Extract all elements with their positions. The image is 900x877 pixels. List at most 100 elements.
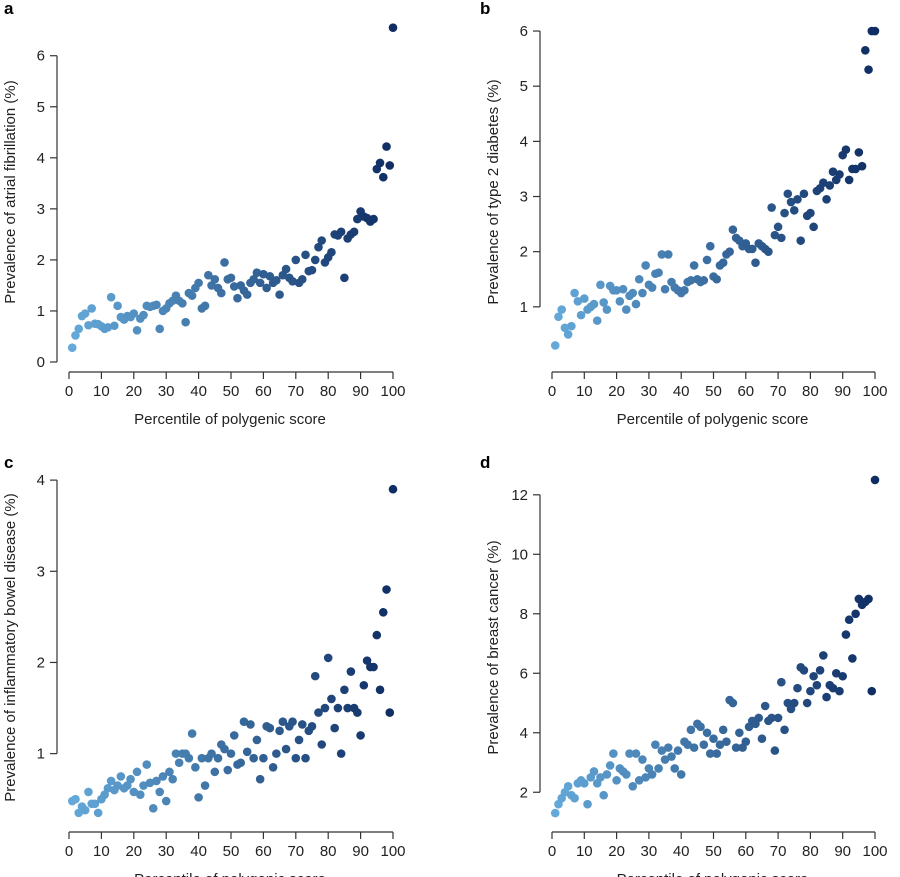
- data-point: [657, 250, 667, 259]
- y-axis-title: Prevalence of breast cancer (%): [485, 540, 502, 754]
- data-point: [129, 787, 139, 797]
- y-tick-label: 6: [520, 665, 528, 682]
- data-point: [187, 291, 197, 300]
- y-tick-label: 4: [520, 133, 528, 150]
- data-point: [278, 717, 288, 727]
- data-point: [631, 299, 641, 309]
- data-point: [625, 749, 634, 758]
- data-point: [152, 776, 161, 786]
- data-point: [210, 767, 220, 777]
- x-tick-label: 0: [65, 383, 73, 400]
- data-point: [210, 275, 220, 284]
- data-point: [375, 158, 385, 168]
- data-point: [194, 793, 203, 802]
- y-tick-label: 2: [37, 654, 45, 671]
- x-tick-label: 100: [862, 383, 887, 400]
- data-point: [174, 758, 184, 768]
- data-point: [583, 799, 592, 809]
- x-axis-title: Percentile of polygenic score: [134, 871, 326, 877]
- x-tick-label: 60: [255, 383, 272, 400]
- data-point: [87, 304, 96, 313]
- data-point: [780, 725, 789, 735]
- x-tick-label: 20: [608, 843, 625, 860]
- data-point: [191, 762, 200, 772]
- data-point: [336, 749, 346, 758]
- data-point: [301, 753, 310, 763]
- data-point: [861, 46, 870, 55]
- x-tick-label: 10: [576, 843, 593, 860]
- data-point: [378, 172, 388, 182]
- data-point: [673, 746, 683, 755]
- y-axis-title: Prevalence of type 2 diabetes (%): [485, 79, 502, 304]
- data-point: [844, 615, 854, 625]
- data-point: [867, 686, 877, 696]
- data-point: [596, 280, 605, 290]
- panel-d: d 2 4 6 8 10 12 0 10 20 30 40 50 60 70 80 90 100 Percentil…: [480, 453, 888, 877]
- data-point: [346, 667, 356, 676]
- data-point: [767, 203, 776, 212]
- data-point: [722, 737, 731, 746]
- x-tick-label: 30: [641, 383, 658, 400]
- x-tick-label: 10: [93, 383, 110, 400]
- data-point: [602, 305, 612, 314]
- data-point: [841, 145, 851, 154]
- panel-letter: c: [4, 453, 13, 472]
- data-point: [589, 767, 599, 776]
- x-tick-label: 10: [576, 383, 593, 400]
- x-tick-label: 50: [705, 383, 722, 400]
- data-point: [728, 225, 738, 234]
- data-point: [252, 268, 262, 277]
- data-point: [780, 208, 789, 218]
- data-point: [621, 305, 631, 314]
- y-tick-label: 5: [37, 99, 45, 116]
- data-point: [870, 26, 880, 36]
- data-point: [249, 275, 258, 284]
- data-point: [793, 194, 802, 204]
- data-point: [660, 755, 670, 764]
- data-point: [854, 148, 864, 157]
- data-point: [323, 653, 333, 663]
- data-point: [864, 65, 873, 74]
- data-point: [139, 310, 148, 320]
- data-point: [281, 744, 291, 754]
- data-point: [634, 776, 644, 785]
- data-point: [356, 731, 365, 740]
- data-point: [689, 743, 699, 752]
- data-point: [246, 720, 255, 729]
- data-point: [132, 767, 142, 777]
- data-point: [570, 288, 579, 298]
- data-point: [103, 783, 113, 793]
- data-point: [229, 282, 239, 291]
- data-point: [638, 755, 647, 764]
- data-point: [718, 725, 728, 735]
- data-point: [168, 774, 177, 784]
- x-tick-label: 60: [255, 843, 272, 860]
- x-tick-label: 80: [320, 843, 337, 860]
- x-tick-label: 70: [287, 843, 304, 860]
- data-point: [255, 278, 265, 288]
- x-tick-label: 40: [190, 843, 207, 860]
- data-point: [628, 782, 638, 791]
- x-tick-label: 100: [380, 383, 405, 400]
- data-point: [239, 717, 249, 727]
- data-point: [764, 247, 773, 256]
- x-tick-label: 100: [862, 843, 887, 860]
- x-tick-label: 60: [737, 383, 754, 400]
- data-point: [864, 594, 873, 604]
- data-point: [589, 299, 599, 309]
- data-point: [809, 222, 818, 232]
- data-point: [265, 723, 275, 733]
- data-point: [602, 770, 612, 779]
- data-point: [789, 698, 799, 708]
- x-tick-label: 0: [548, 843, 556, 860]
- data-point: [793, 683, 802, 693]
- data-point: [686, 725, 696, 735]
- data-point: [142, 760, 152, 769]
- data-point: [751, 258, 760, 268]
- data-point: [715, 740, 725, 749]
- x-tick-label: 90: [834, 843, 851, 860]
- data-point: [641, 773, 650, 782]
- data-point: [819, 651, 828, 660]
- data-point: [835, 170, 844, 179]
